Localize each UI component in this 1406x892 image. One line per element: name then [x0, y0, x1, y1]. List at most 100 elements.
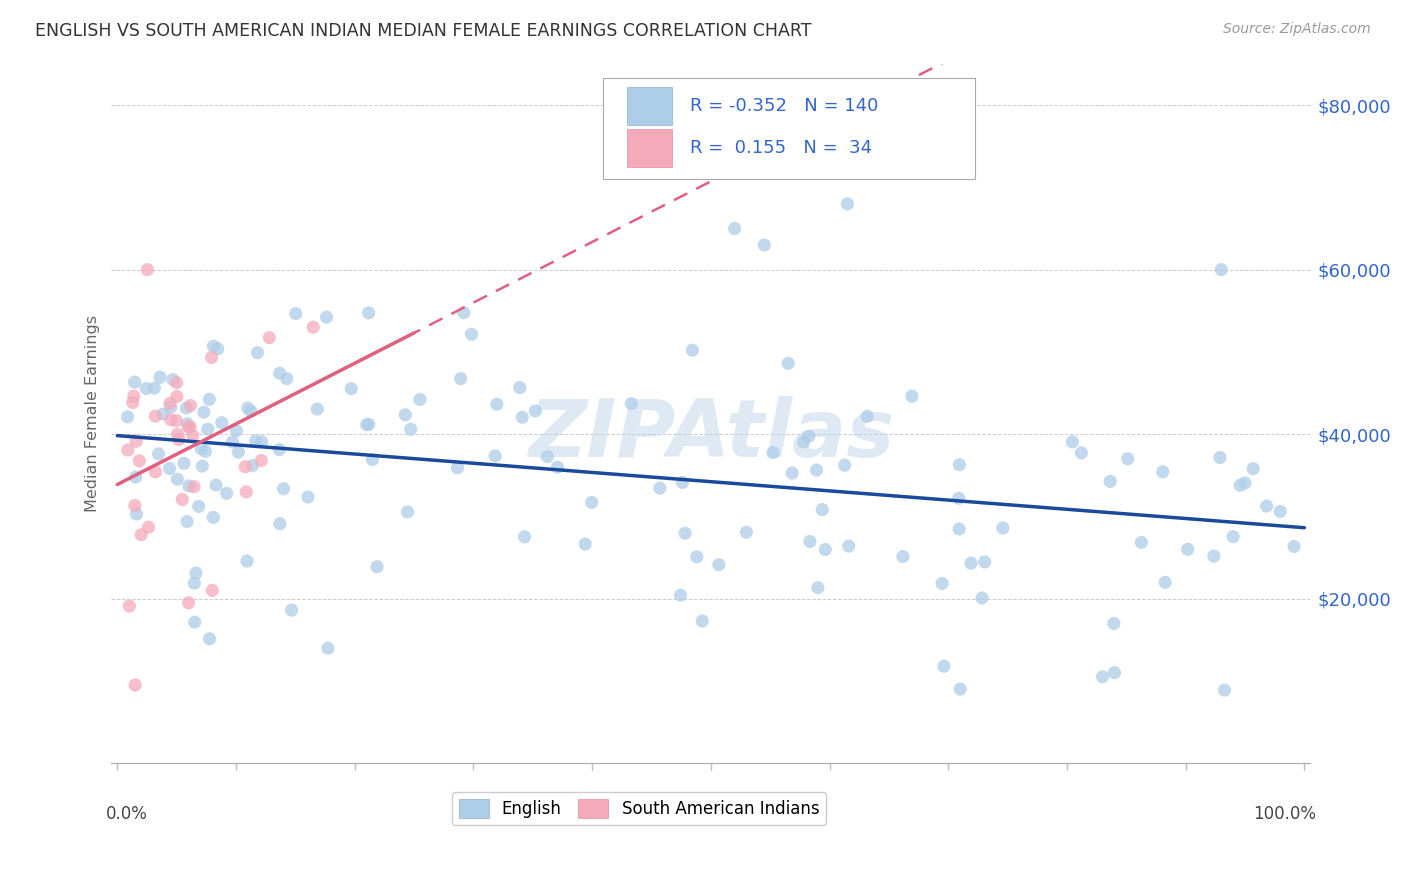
Point [183, 576, 205, 591]
Point [780, 466, 803, 480]
Point [166, 376, 188, 390]
Point [233, 459, 256, 474]
Point [394, 408, 416, 422]
Point [221, 435, 243, 450]
Point [276, 371, 298, 385]
Point [191, 459, 214, 474]
Point [949, 682, 972, 697]
Point [197, 422, 219, 436]
Point [806, 463, 828, 477]
Point [159, 461, 181, 475]
Point [246, 345, 269, 359]
Point [124, 375, 146, 389]
Point [671, 475, 693, 490]
Point [174, 401, 197, 415]
Point [122, 389, 145, 403]
Point [143, 381, 166, 395]
Point [970, 591, 993, 605]
Point [450, 371, 472, 385]
Text: 100.0%: 100.0% [1253, 805, 1316, 823]
Point [1116, 451, 1139, 466]
Point [148, 447, 170, 461]
Point [273, 482, 295, 496]
Point [149, 370, 172, 384]
Point [1130, 535, 1153, 549]
Point [198, 632, 221, 646]
Point [125, 507, 148, 521]
Legend: English, South American Indians: English, South American Indians [451, 792, 825, 825]
Point [673, 526, 696, 541]
Point [128, 454, 150, 468]
Point [250, 434, 273, 449]
Point [239, 404, 262, 418]
Point [991, 521, 1014, 535]
Point [856, 409, 879, 424]
Point [1229, 478, 1251, 492]
Point [173, 456, 195, 470]
Point [762, 445, 785, 459]
Point [117, 443, 139, 458]
Point [1213, 683, 1236, 698]
Point [536, 450, 558, 464]
Point [236, 401, 259, 415]
Point [269, 442, 291, 457]
Point [1209, 450, 1232, 465]
Point [250, 453, 273, 467]
Point [159, 396, 181, 410]
Point [409, 392, 432, 407]
Point [117, 409, 139, 424]
Point [181, 428, 204, 442]
Point [190, 442, 212, 456]
Point [215, 486, 238, 500]
Point [302, 320, 325, 334]
Text: ENGLISH VS SOUTH AMERICAN INDIAN MEDIAN FEMALE EARNINGS CORRELATION CHART: ENGLISH VS SOUTH AMERICAN INDIAN MEDIAN … [35, 22, 811, 40]
Point [690, 614, 713, 628]
Point [735, 525, 758, 540]
Point [177, 596, 200, 610]
Point [143, 409, 166, 424]
Point [1256, 499, 1278, 513]
Point [179, 399, 201, 413]
Point [778, 356, 800, 370]
Point [159, 400, 181, 414]
Point [1202, 549, 1225, 563]
Text: R = -0.352   N = 140: R = -0.352 N = 140 [690, 97, 879, 115]
Point [124, 499, 146, 513]
Text: ZIPAtlas: ZIPAtlas [527, 395, 894, 474]
Point [284, 307, 307, 321]
Point [399, 422, 422, 436]
Point [228, 445, 250, 459]
Point [166, 389, 188, 403]
Point [167, 433, 190, 447]
Point [166, 414, 188, 428]
Point [574, 537, 596, 551]
Point [901, 389, 924, 403]
Point [269, 516, 291, 531]
Point [187, 500, 209, 514]
Point [1177, 542, 1199, 557]
Point [948, 491, 970, 506]
Point [183, 615, 205, 629]
Point [793, 435, 815, 450]
Point [183, 480, 205, 494]
Point [396, 505, 419, 519]
Point [797, 429, 820, 443]
Point [235, 484, 257, 499]
Point [315, 310, 337, 325]
Point [891, 549, 914, 564]
Point [754, 238, 776, 252]
Point [648, 481, 671, 495]
Point [236, 554, 259, 568]
Point [202, 510, 225, 524]
Point [280, 603, 302, 617]
Point [513, 530, 536, 544]
Point [136, 262, 159, 277]
Point [723, 221, 745, 235]
Point [1282, 540, 1305, 554]
Point [129, 527, 152, 541]
Point [361, 452, 384, 467]
Point [259, 331, 281, 345]
Point [1091, 670, 1114, 684]
Point [581, 495, 603, 509]
Point [1270, 504, 1292, 518]
